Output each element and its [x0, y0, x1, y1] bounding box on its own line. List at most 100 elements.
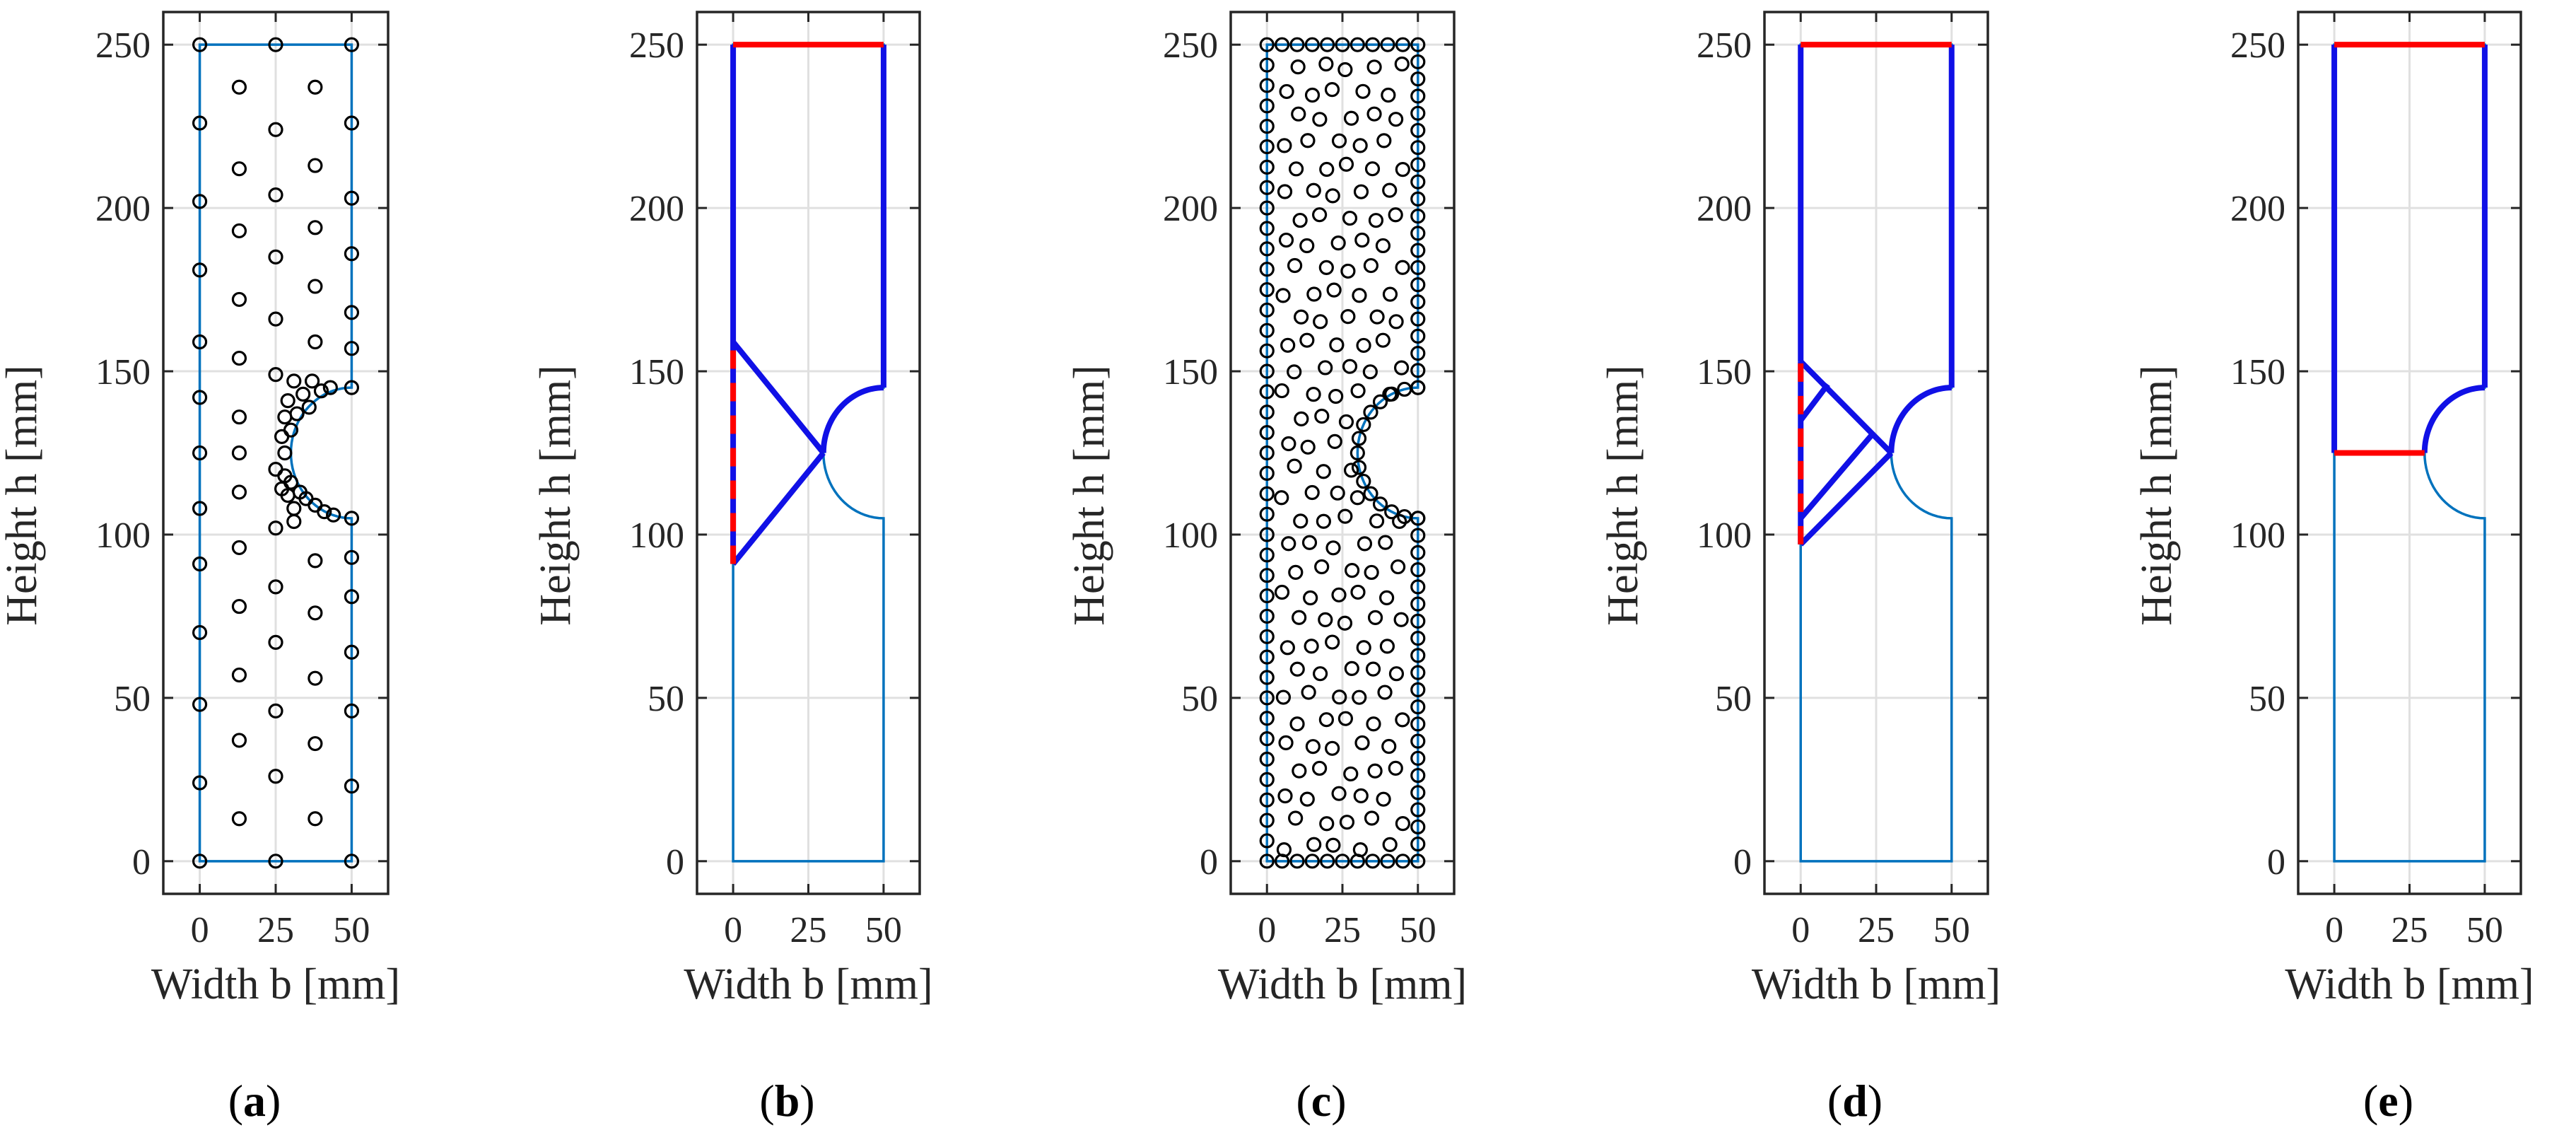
data-point — [1299, 238, 1315, 254]
data-point — [1325, 540, 1341, 556]
data-point — [1352, 689, 1367, 705]
data-point — [1330, 235, 1346, 251]
data-point — [1379, 590, 1395, 606]
data-point — [231, 811, 247, 827]
data-point — [1410, 733, 1426, 749]
data-point — [1287, 257, 1303, 274]
data-point — [277, 409, 293, 425]
data-point — [1259, 78, 1275, 93]
data-point — [1331, 133, 1347, 149]
data-point — [1259, 343, 1275, 359]
data-point — [1259, 302, 1275, 318]
data-point — [1382, 286, 1398, 302]
data-point — [1410, 294, 1426, 310]
data-point — [1287, 364, 1302, 380]
data-point — [344, 511, 360, 526]
data-point — [1325, 740, 1340, 756]
data-point — [1259, 629, 1275, 644]
data-point — [1329, 337, 1345, 353]
data-point — [1338, 156, 1354, 172]
data-point — [268, 249, 283, 264]
data-point — [1312, 207, 1328, 223]
data-point — [1339, 815, 1355, 830]
panel-caption: (b) — [759, 1076, 814, 1126]
data-point — [1382, 182, 1398, 198]
data-point — [1303, 590, 1318, 606]
data-point — [1274, 490, 1289, 506]
data-point — [1410, 648, 1426, 663]
data-point — [1388, 112, 1404, 127]
data-point — [1338, 414, 1354, 430]
data-point — [1259, 281, 1275, 298]
data-point — [1259, 792, 1275, 808]
data-point — [326, 507, 341, 523]
data-point — [1410, 631, 1426, 646]
data-point — [1363, 257, 1379, 274]
data-point — [1337, 508, 1353, 524]
data-point — [1259, 751, 1275, 767]
data-point — [1410, 750, 1426, 766]
data-point — [1327, 433, 1342, 450]
data-point — [1306, 286, 1322, 302]
data-point — [1304, 854, 1320, 869]
data-point — [1274, 383, 1289, 399]
y-tick-label: 100 — [2230, 516, 2285, 556]
data-point — [1366, 59, 1382, 75]
x-axis-label: Width b [mm] — [684, 960, 932, 1008]
data-point — [308, 605, 323, 621]
y-tick-label: 100 — [629, 516, 684, 556]
y-tick-label: 250 — [1697, 25, 1752, 66]
data-point — [1324, 82, 1340, 98]
data-point — [268, 703, 283, 718]
data-point — [192, 37, 208, 52]
data-point — [1410, 226, 1426, 241]
y-tick-label: 200 — [2230, 189, 2285, 229]
data-point — [1394, 56, 1410, 72]
data-point — [192, 556, 208, 572]
y-tick-label: 250 — [629, 25, 684, 66]
data-point — [1410, 665, 1426, 680]
data-point — [344, 778, 360, 794]
data-point — [1410, 767, 1426, 784]
data-point — [1410, 545, 1426, 560]
data-point — [1350, 37, 1365, 52]
x-tick-label: 0 — [1791, 910, 1810, 950]
data-point — [1259, 262, 1275, 277]
data-point — [1259, 711, 1275, 726]
y-tick-label: 250 — [95, 25, 151, 66]
data-point — [308, 334, 323, 350]
data-point — [1381, 87, 1396, 103]
data-point — [1299, 332, 1315, 348]
data-point — [1337, 711, 1353, 726]
data-point — [1318, 360, 1333, 375]
data-point — [1280, 337, 1296, 353]
data-point — [1259, 465, 1275, 481]
data-point — [1343, 766, 1359, 782]
data-point — [1259, 119, 1275, 134]
data-point — [1410, 854, 1426, 869]
data-point — [1369, 513, 1385, 529]
data-point — [1357, 536, 1373, 552]
data-point — [1388, 314, 1404, 330]
data-point — [1410, 311, 1426, 327]
data-point — [1278, 735, 1294, 750]
data-point — [192, 624, 208, 641]
data-point — [1259, 486, 1275, 501]
data-point — [1340, 309, 1356, 325]
data-point — [274, 429, 290, 445]
data-point — [1384, 504, 1400, 520]
x-axis-label: Width b [mm] — [1752, 960, 2001, 1008]
data-point — [1287, 458, 1302, 474]
data-point — [1342, 210, 1358, 226]
data-point — [1332, 689, 1347, 705]
data-point — [1410, 328, 1426, 344]
data-point — [1392, 513, 1407, 529]
data-point — [1301, 535, 1318, 550]
data-point — [1259, 772, 1275, 787]
data-point — [1290, 59, 1306, 75]
data-point — [1335, 854, 1350, 869]
data-point — [1395, 37, 1411, 52]
data-point — [1372, 496, 1388, 512]
data-point — [1342, 359, 1358, 374]
data-point — [231, 484, 247, 500]
